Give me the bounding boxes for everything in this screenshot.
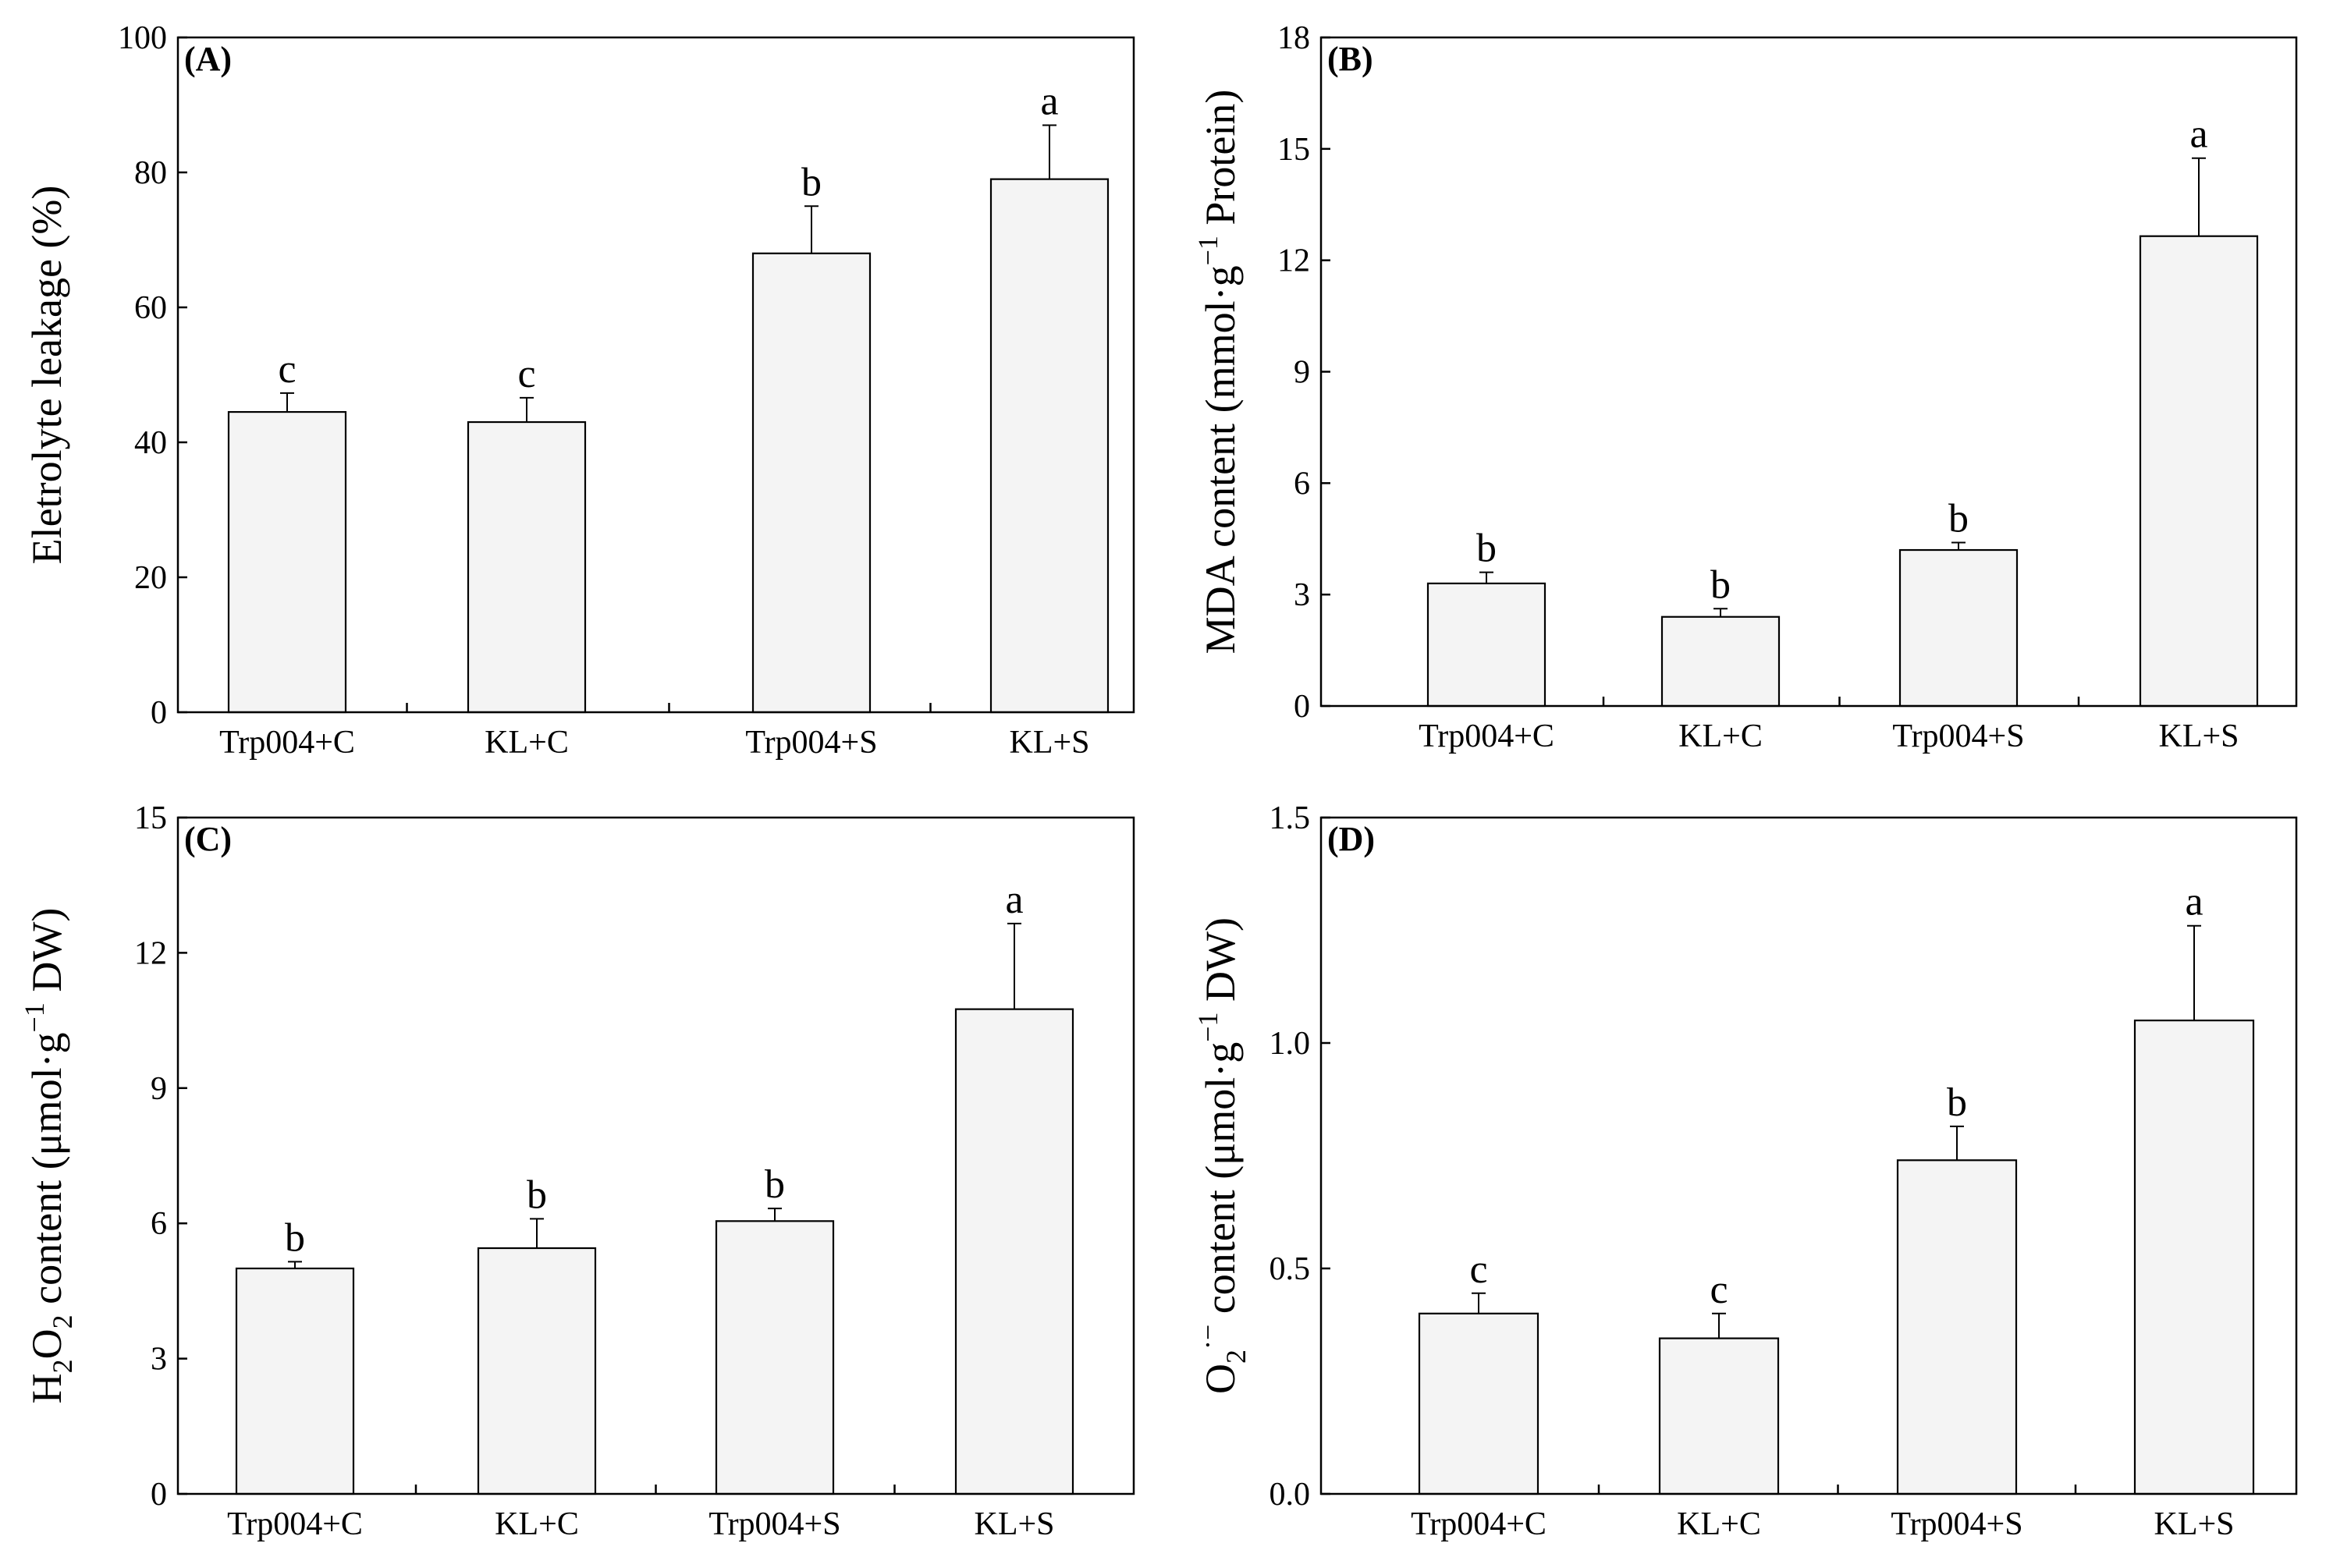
bar-4 bbox=[2139, 235, 2259, 708]
y-tick-label: 3 bbox=[151, 1342, 167, 1378]
y-tick-label: 80 bbox=[134, 155, 167, 191]
y-tick-label: 100 bbox=[118, 20, 167, 56]
y-tick-label: 6 bbox=[1294, 466, 1310, 502]
panel-label: (C) bbox=[184, 820, 232, 858]
y-tick-label: 15 bbox=[1277, 132, 1310, 168]
y-tick-label: 40 bbox=[134, 425, 167, 461]
x-category-label-2: KL+C bbox=[485, 725, 569, 761]
x-category-label-2: KL+C bbox=[495, 1506, 579, 1542]
plot-frame bbox=[1319, 816, 2298, 1495]
y-tick-label: 3 bbox=[1294, 577, 1310, 613]
significance-label-2: b bbox=[1710, 562, 1731, 607]
bar-4 bbox=[2133, 1019, 2255, 1495]
panel-c: b b b a 0 3 6 9 12 15 Trp004+C KL+C Trp004+S KL+S (C) H… bbox=[19, 800, 1135, 1542]
x-category-label-1: Trp004+C bbox=[219, 725, 355, 761]
bar-4 bbox=[954, 1008, 1074, 1495]
x-category-label-2: KL+C bbox=[1678, 718, 1763, 754]
bar-1 bbox=[227, 410, 347, 714]
bar-2 bbox=[467, 420, 587, 714]
y-tick-label: 0 bbox=[1294, 689, 1310, 725]
x-category-label-3: Trp004+S bbox=[745, 725, 877, 761]
y-tick-label: 20 bbox=[134, 560, 167, 596]
bar-2 bbox=[477, 1247, 597, 1495]
y-tick-label: 12 bbox=[134, 935, 167, 971]
y-tick-label: 15 bbox=[134, 800, 167, 836]
bar-3 bbox=[1896, 1159, 2018, 1495]
significance-label-4: a bbox=[2189, 112, 2207, 157]
significance-label-3: b bbox=[1948, 497, 1969, 541]
significance-label-4: a bbox=[1005, 878, 1023, 922]
y-axis-label: Eletrolyte leakage (%) bbox=[23, 186, 70, 565]
y-tick-label: 9 bbox=[151, 1071, 167, 1107]
significance-label-3: b bbox=[765, 1162, 785, 1207]
panel-d: c c b a 0.0 0.5 1.0 1.5 Trp004+C KL+C Trp004+S KL+S… bbox=[1192, 800, 2298, 1542]
y-tick-label: 0.0 bbox=[1270, 1477, 1311, 1513]
significance-label-1: b bbox=[1476, 527, 1497, 571]
significance-label-4: a bbox=[1040, 79, 1058, 123]
significance-label-3: b bbox=[801, 160, 822, 204]
bar-2 bbox=[1660, 615, 1781, 708]
significance-label-2: c bbox=[1710, 1268, 1728, 1312]
bar-4 bbox=[989, 178, 1110, 714]
x-category-label-4: KL+S bbox=[974, 1506, 1054, 1542]
y-tick-label: 18 bbox=[1277, 20, 1310, 56]
y-axis-label: MDA content (mmol·g−1 Protein) bbox=[1192, 90, 1244, 655]
plot-frame bbox=[176, 36, 1135, 714]
bar-3 bbox=[751, 252, 872, 714]
significance-label-4: a bbox=[2185, 880, 2203, 924]
panel-b: b b b a 0 3 6 9 12 15 18 Trp004+C KL+C Trp004+S KL+S (B… bbox=[1192, 20, 2298, 754]
y-tick-label: 0 bbox=[151, 1477, 167, 1513]
x-category-label-3: Trp004+S bbox=[1891, 1506, 2022, 1542]
bar-1 bbox=[235, 1267, 355, 1495]
bar-2 bbox=[1658, 1337, 1780, 1495]
significance-label-2: c bbox=[517, 352, 535, 396]
y-tick-label: 1.0 bbox=[1270, 1026, 1311, 1062]
bar-1 bbox=[1418, 1312, 1539, 1495]
x-category-label-3: Trp004+S bbox=[1892, 718, 2024, 754]
x-category-label-1: Trp004+C bbox=[1411, 1506, 1547, 1542]
panel-label: (B) bbox=[1327, 40, 1373, 78]
y-tick-label: 0.5 bbox=[1270, 1251, 1311, 1287]
x-category-label-4: KL+S bbox=[2154, 1506, 2234, 1542]
y-axis-label: H2O2 content (μmol·g−1 DW) bbox=[19, 908, 78, 1404]
x-category-label-1: Trp004+C bbox=[1419, 718, 1554, 754]
y-axis-label: O2·− content (μmol·g−1 DW) bbox=[1192, 917, 1252, 1394]
significance-label-1: c bbox=[278, 347, 296, 392]
panel-label: (D) bbox=[1327, 820, 1375, 858]
y-tick-label: 60 bbox=[134, 290, 167, 326]
significance-label-3: b bbox=[1947, 1080, 1967, 1125]
bar-1 bbox=[1426, 582, 1547, 708]
x-category-label-3: Trp004+S bbox=[708, 1506, 840, 1542]
bar-3 bbox=[1898, 548, 2019, 708]
x-category-label-4: KL+S bbox=[2158, 718, 2239, 754]
panel-a: c c b a 0 20 40 60 80 100 Trp004+C KL+C Trp004+S KL+S… bbox=[23, 20, 1135, 761]
significance-label-1: b bbox=[285, 1215, 305, 1260]
y-tick-label: 6 bbox=[151, 1206, 167, 1242]
y-tick-label: 12 bbox=[1277, 243, 1310, 279]
x-category-label-1: Trp004+C bbox=[227, 1506, 363, 1542]
x-category-label-2: KL+C bbox=[1677, 1506, 1761, 1542]
y-tick-label: 9 bbox=[1294, 355, 1310, 391]
x-category-label-4: KL+S bbox=[1009, 725, 1089, 761]
significance-label-2: b bbox=[527, 1172, 547, 1217]
y-tick-label: 0 bbox=[151, 695, 167, 731]
panel-label: (A) bbox=[184, 40, 232, 78]
significance-label-1: c bbox=[1469, 1247, 1487, 1292]
y-tick-label: 1.5 bbox=[1270, 800, 1311, 836]
bar-3 bbox=[715, 1220, 835, 1495]
